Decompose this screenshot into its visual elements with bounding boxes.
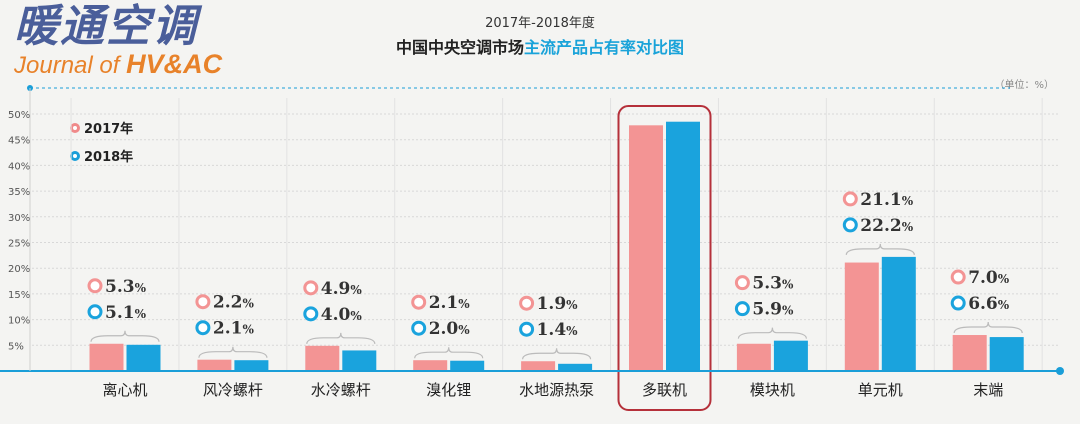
- bar-2018: [342, 350, 377, 371]
- value-label-2017: 21.1%: [860, 190, 913, 210]
- value-label-2017: 2.1%: [429, 293, 471, 313]
- value-brace: [90, 330, 160, 342]
- logo-chinese: 暖通空调: [14, 1, 198, 52]
- bar-2018: [989, 337, 1024, 371]
- bar-2018: [558, 363, 593, 371]
- legend-label-2017: 2017年: [84, 122, 134, 137]
- value-dot-2018-icon: [519, 321, 535, 337]
- value-brace: [198, 346, 268, 358]
- value-dot-2017-icon: [950, 269, 966, 285]
- x-tick-label: 水地源热泵: [519, 381, 594, 399]
- y-tick-label: 30%: [8, 213, 30, 224]
- y-tick-label: 40%: [8, 161, 30, 172]
- value-brace: [737, 327, 807, 339]
- value-dot-2017-icon: [734, 275, 750, 291]
- bar-2018: [126, 344, 161, 371]
- chart-title: 中国中央空调市场主流产品占有率对比图: [0, 34, 1080, 58]
- bar-2018: [234, 360, 269, 371]
- bar-2017: [952, 335, 987, 371]
- value-dot-2018-icon: [303, 306, 319, 322]
- value-brace: [414, 347, 484, 359]
- x-tick-label: 风冷螺杆: [203, 381, 263, 399]
- chart-supertitle: 2017年-2018年度: [485, 16, 595, 31]
- value-dot-2018-icon: [195, 320, 211, 336]
- value-label-2018: 22.2%: [860, 216, 913, 236]
- value-brace: [306, 332, 376, 344]
- value-label-2017: 4.9%: [321, 279, 363, 299]
- value-dot-2017-icon: [195, 294, 211, 310]
- bar-2017: [305, 345, 340, 371]
- y-tick-label: 20%: [8, 264, 30, 275]
- value-label-2017: 2.2%: [213, 293, 255, 313]
- bar-2017: [521, 361, 556, 371]
- value-brace: [845, 243, 915, 255]
- bar-2018: [881, 256, 916, 371]
- value-label-2018: 6.6%: [968, 294, 1010, 314]
- value-brace: [953, 321, 1023, 334]
- y-tick-label: 45%: [8, 136, 30, 147]
- bar-2018: [773, 340, 808, 371]
- value-label-2018: 2.1%: [213, 319, 255, 339]
- logo-english-prefix: Journal of: [14, 52, 127, 79]
- x-tick-label: 模块机: [750, 381, 795, 399]
- value-label-2017: 5.3%: [105, 277, 147, 297]
- value-dot-2018-icon: [87, 304, 103, 320]
- bar-2017: [629, 125, 663, 371]
- chart-title-part2: 主流产品占有率对比图: [524, 38, 685, 57]
- y-tick-label: 25%: [8, 239, 30, 250]
- value-label-2018: 1.4%: [537, 320, 579, 340]
- value-label-2018: 5.1%: [105, 303, 147, 323]
- bar-2017: [413, 360, 448, 371]
- value-brace: [522, 348, 592, 360]
- value-dot-2017-icon: [87, 278, 103, 294]
- x-tick-label: 末端: [973, 381, 1003, 399]
- y-tick-label: 15%: [8, 290, 30, 301]
- bar-2017: [197, 359, 232, 371]
- x-axis-end-dot: [1056, 367, 1064, 375]
- bar-2018: [450, 360, 485, 371]
- y-tick-label: 35%: [8, 187, 30, 198]
- value-dot-2017-icon: [519, 295, 535, 311]
- x-tick-label: 溴化锂: [426, 381, 471, 399]
- unit-label: （单位：%）: [994, 80, 1054, 91]
- chart-title-part1: 中国中央空调市场: [395, 38, 524, 57]
- bar-2017: [736, 343, 771, 371]
- bar-2017: [89, 343, 124, 371]
- x-tick-label: 离心机: [102, 381, 147, 399]
- y-tick-label: 50%: [8, 110, 30, 121]
- x-tick-label: 单元机: [858, 381, 903, 399]
- value-dot-2018-icon: [734, 301, 750, 317]
- value-label-2018: 2.0%: [429, 319, 471, 339]
- value-dot-2018-icon: [411, 320, 427, 336]
- x-tick-label: 水冷螺杆: [311, 381, 371, 399]
- legend-label-2018: 2018年: [84, 150, 134, 165]
- value-label-2017: 1.9%: [537, 294, 579, 314]
- value-dot-2018-icon: [842, 217, 858, 233]
- y-tick-label: 5%: [8, 341, 24, 352]
- logo-english: Journal of HV&AC: [14, 50, 222, 80]
- value-label-2018: 5.9%: [752, 300, 794, 320]
- value-label-2018: 4.0%: [321, 305, 363, 325]
- value-dot-2017-icon: [303, 280, 319, 296]
- x-tick-label: 多联机: [642, 381, 687, 399]
- value-dot-2017-icon: [842, 191, 858, 207]
- value-dot-2017-icon: [411, 294, 427, 310]
- y-tick-label: 10%: [8, 316, 30, 327]
- logo-english-bold: HV&AC: [126, 49, 223, 79]
- bar-2018: [666, 121, 700, 372]
- bar-2017: [844, 262, 879, 371]
- value-dot-2018-icon: [950, 295, 966, 311]
- highlight-box: [617, 105, 712, 411]
- value-label-2017: 7.0%: [968, 268, 1010, 288]
- value-label-2017: 5.3%: [752, 274, 794, 294]
